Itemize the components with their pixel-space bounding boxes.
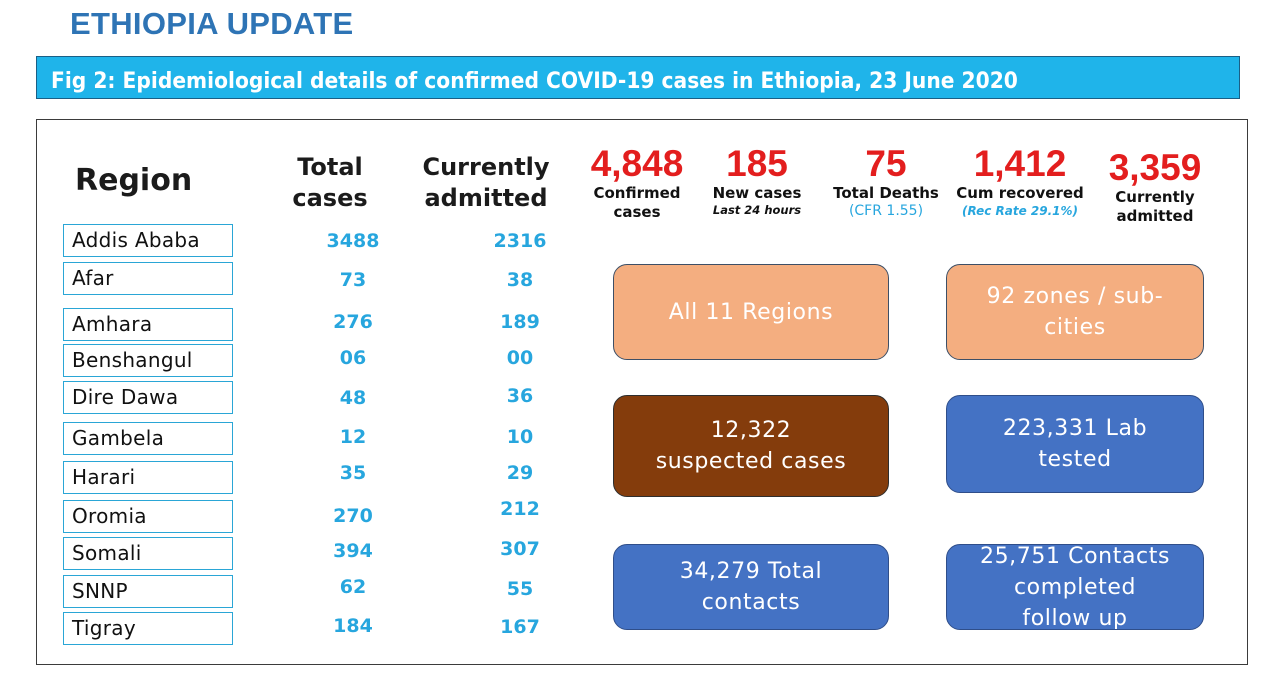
lab-tested-tile: 223,331 Lab tested bbox=[946, 395, 1204, 493]
total-cases-value: 394 bbox=[333, 540, 373, 562]
total-cases-value: 270 bbox=[333, 505, 373, 527]
lab-tested-value: 223,331 Lab bbox=[1002, 416, 1148, 441]
cum-recovered-label: Cum recovered bbox=[956, 184, 1084, 202]
region-name: Addis Ababa bbox=[63, 224, 233, 257]
confirmed-cases-label: Confirmed bbox=[593, 184, 681, 202]
region-name: Afar bbox=[63, 262, 233, 295]
region-header: Region bbox=[75, 163, 193, 198]
contacts-follow-up-value: 25,751 Contacts bbox=[979, 544, 1171, 569]
total-cases-value: 62 bbox=[339, 576, 367, 598]
total-cases-header: Total cases bbox=[292, 153, 368, 212]
confirmed-cases-stat: 4,848 Confirmed cases bbox=[577, 144, 697, 222]
total-deaths-value: 75 bbox=[865, 143, 907, 184]
lab-tested-label: tested bbox=[1038, 447, 1112, 472]
regions-tile-text: All 11 Regions bbox=[668, 299, 834, 325]
page-title: ETHIOPIA UPDATE bbox=[70, 6, 354, 41]
region-name: Benshangul bbox=[63, 344, 233, 377]
total-cases-value: 35 bbox=[339, 462, 367, 484]
total-cases-value: 276 bbox=[333, 311, 373, 333]
admitted-value: 29 bbox=[506, 462, 534, 484]
total-cases-value: 184 bbox=[333, 615, 373, 637]
admitted-value: 167 bbox=[500, 616, 540, 638]
suspected-cases-label: suspected cases bbox=[655, 449, 847, 474]
currently-admitted-stat: 3,359 Currently admitted bbox=[1097, 148, 1213, 226]
region-name: Tigray bbox=[63, 612, 233, 645]
admitted-value: 2316 bbox=[493, 230, 547, 252]
region-name: Somali bbox=[63, 537, 233, 570]
zones-tile-line-1: 92 zones / sub- bbox=[986, 284, 1164, 309]
admitted-value: 36 bbox=[506, 385, 534, 407]
admitted-value: 212 bbox=[500, 498, 540, 520]
currently-admitted-header: Currently admitted bbox=[422, 153, 550, 212]
total-contacts-label: contacts bbox=[701, 590, 801, 615]
total-contacts-tile: 34,279 Total contacts bbox=[613, 544, 889, 630]
total-deaths-label: Total Deaths bbox=[833, 184, 939, 202]
new-cases-stat: 185 New cases Last 24 hours bbox=[705, 144, 809, 218]
figure-caption-banner: Fig 2: Epidemiological details of confir… bbox=[36, 56, 1240, 99]
infographic-panel: Region Total cases Currently admitted Ad… bbox=[36, 119, 1248, 665]
region-name: Amhara bbox=[63, 308, 233, 341]
total-cases-value: 48 bbox=[339, 387, 367, 409]
region-name: Dire Dawa bbox=[63, 381, 233, 414]
confirmed-cases-value: 4,848 bbox=[590, 143, 684, 184]
region-name: Gambela bbox=[63, 422, 233, 455]
contacts-follow-up-label-2: follow up bbox=[1022, 605, 1128, 630]
new-cases-label: New cases bbox=[712, 184, 802, 202]
zones-tile: 92 zones / sub- cities bbox=[946, 264, 1204, 360]
total-cases-value: 06 bbox=[339, 347, 367, 369]
region-name: Harari bbox=[63, 461, 233, 494]
contacts-follow-up-label-1: completed bbox=[1013, 574, 1137, 600]
confirmed-cases-label-2: cases bbox=[613, 203, 661, 221]
cfr-label: (CFR 1.55) bbox=[848, 203, 924, 219]
suspected-cases-value: 12,322 bbox=[710, 418, 792, 443]
admitted-value: 10 bbox=[506, 426, 534, 448]
currently-admitted-value: 3,359 bbox=[1108, 147, 1202, 188]
admitted-value: 189 bbox=[500, 311, 540, 333]
zones-tile-line-2: cities bbox=[1044, 315, 1106, 340]
total-contacts-value: 34,279 Total bbox=[679, 559, 823, 584]
admitted-value: 307 bbox=[500, 538, 540, 560]
admitted-value: 55 bbox=[506, 578, 534, 600]
region-name: Oromia bbox=[63, 500, 233, 533]
total-cases-value: 3488 bbox=[326, 230, 380, 252]
admitted-value: 38 bbox=[506, 269, 534, 291]
currently-admitted-label: Currently bbox=[1115, 188, 1195, 206]
total-cases-value: 12 bbox=[339, 426, 367, 448]
cum-recovered-value: 1,412 bbox=[973, 143, 1067, 184]
total-deaths-stat: 75 Total Deaths (CFR 1.55) bbox=[825, 144, 947, 220]
currently-admitted-label-2: admitted bbox=[1116, 207, 1194, 225]
recovery-rate-label: (Rec Rate 29.1%) bbox=[961, 204, 1079, 218]
total-cases-value: 73 bbox=[339, 269, 367, 291]
new-cases-value: 185 bbox=[726, 143, 788, 184]
cum-recovered-stat: 1,412 Cum recovered (Rec Rate 29.1%) bbox=[951, 144, 1089, 220]
regions-tile: All 11 Regions bbox=[613, 264, 889, 360]
admitted-value: 00 bbox=[506, 347, 534, 369]
contacts-follow-up-tile: 25,751 Contacts completed follow up bbox=[946, 544, 1204, 630]
suspected-cases-tile: 12,322 suspected cases bbox=[613, 395, 889, 497]
figure-caption: Fig 2: Epidemiological details of confir… bbox=[51, 68, 1018, 94]
new-cases-sublabel: Last 24 hours bbox=[712, 203, 802, 217]
region-name: SNNP bbox=[63, 575, 233, 608]
